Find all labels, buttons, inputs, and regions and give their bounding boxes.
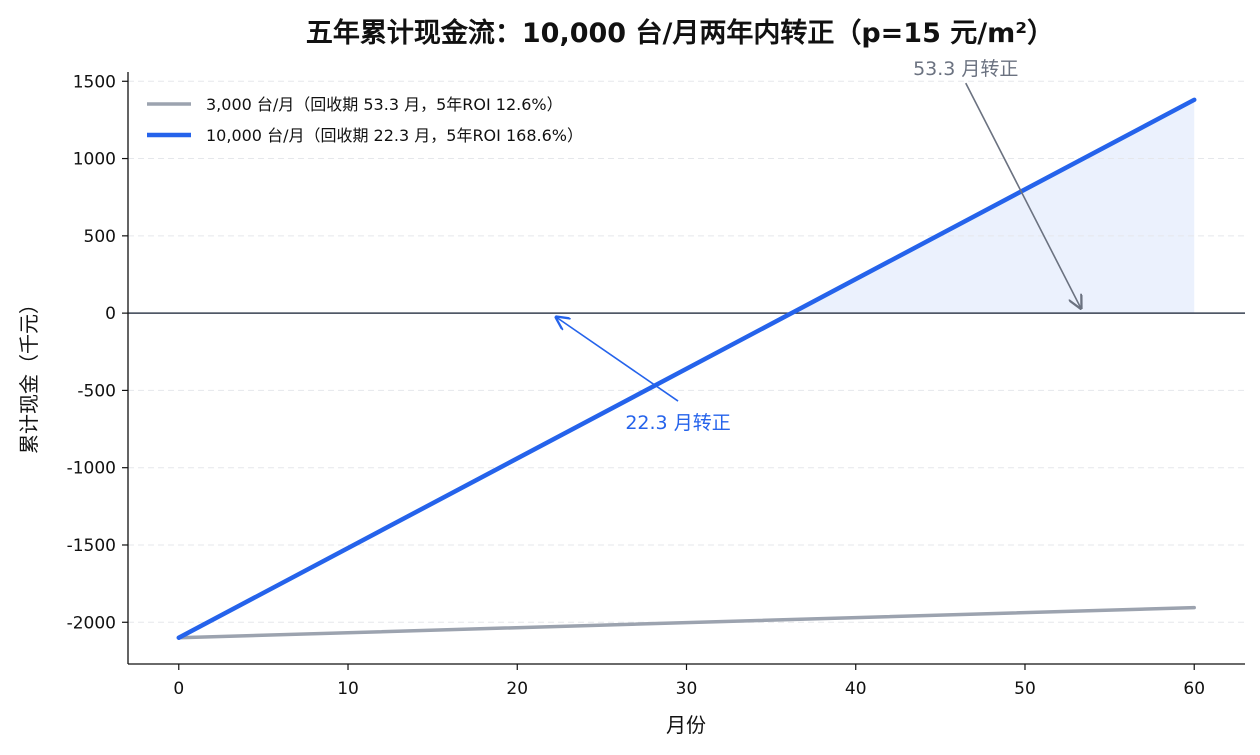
y-tick-label: -1500 (67, 536, 116, 556)
y-axis-label: 累计现金（千元） (17, 294, 41, 454)
x-tick-label: 50 (1014, 679, 1036, 699)
y-tick-label: 1500 (73, 72, 116, 92)
annotation-layer: 53.3 月转正 22.3 月转正 (556, 58, 1081, 434)
x-axis-label: 月份 (666, 713, 706, 737)
annotation-arrow-1 (965, 82, 1081, 308)
annotation-label-1: 53.3 月转正 (913, 58, 1018, 80)
legend-label-1: 3,000 台/月（回收期 53.3 月，5年ROI 12.6%） (206, 95, 563, 114)
y-tick-label: -1000 (67, 459, 116, 479)
series-line-1 (177, 605, 1196, 640)
x-tick-label: 40 (845, 679, 867, 699)
annotation-arrow-2 (556, 317, 679, 402)
x-tick-label: 30 (676, 679, 698, 699)
series-line-2 (176, 97, 1197, 640)
series-layer (176, 97, 1197, 640)
ticks-layer: 0 10 20 30 40 50 60 -2000 -1500 -1000 -500 0 500 1000… (67, 72, 1205, 699)
y-tick-label: -500 (77, 381, 116, 401)
y-tick-label: 1000 (73, 150, 116, 170)
y-tick-label: 500 (84, 227, 116, 247)
y-tick-label: 0 (105, 304, 116, 324)
y-tick-label: -2000 (67, 613, 116, 633)
x-tick-label: 20 (506, 679, 528, 699)
x-tick-label: 60 (1183, 679, 1205, 699)
chart-title: 五年累计现金流：10,000 台/月两年内转正（p=15 元/m²） (306, 17, 1054, 49)
legend: 3,000 台/月（回收期 53.3 月，5年ROI 12.6%） 10,000 … (147, 95, 583, 145)
x-tick-label: 0 (173, 679, 184, 699)
annotation-label-2: 22.3 月转正 (625, 412, 730, 434)
x-tick-label: 10 (337, 679, 359, 699)
legend-label-2: 10,000 台/月（回收期 22.3 月，5年ROI 168.6%） (206, 126, 583, 145)
